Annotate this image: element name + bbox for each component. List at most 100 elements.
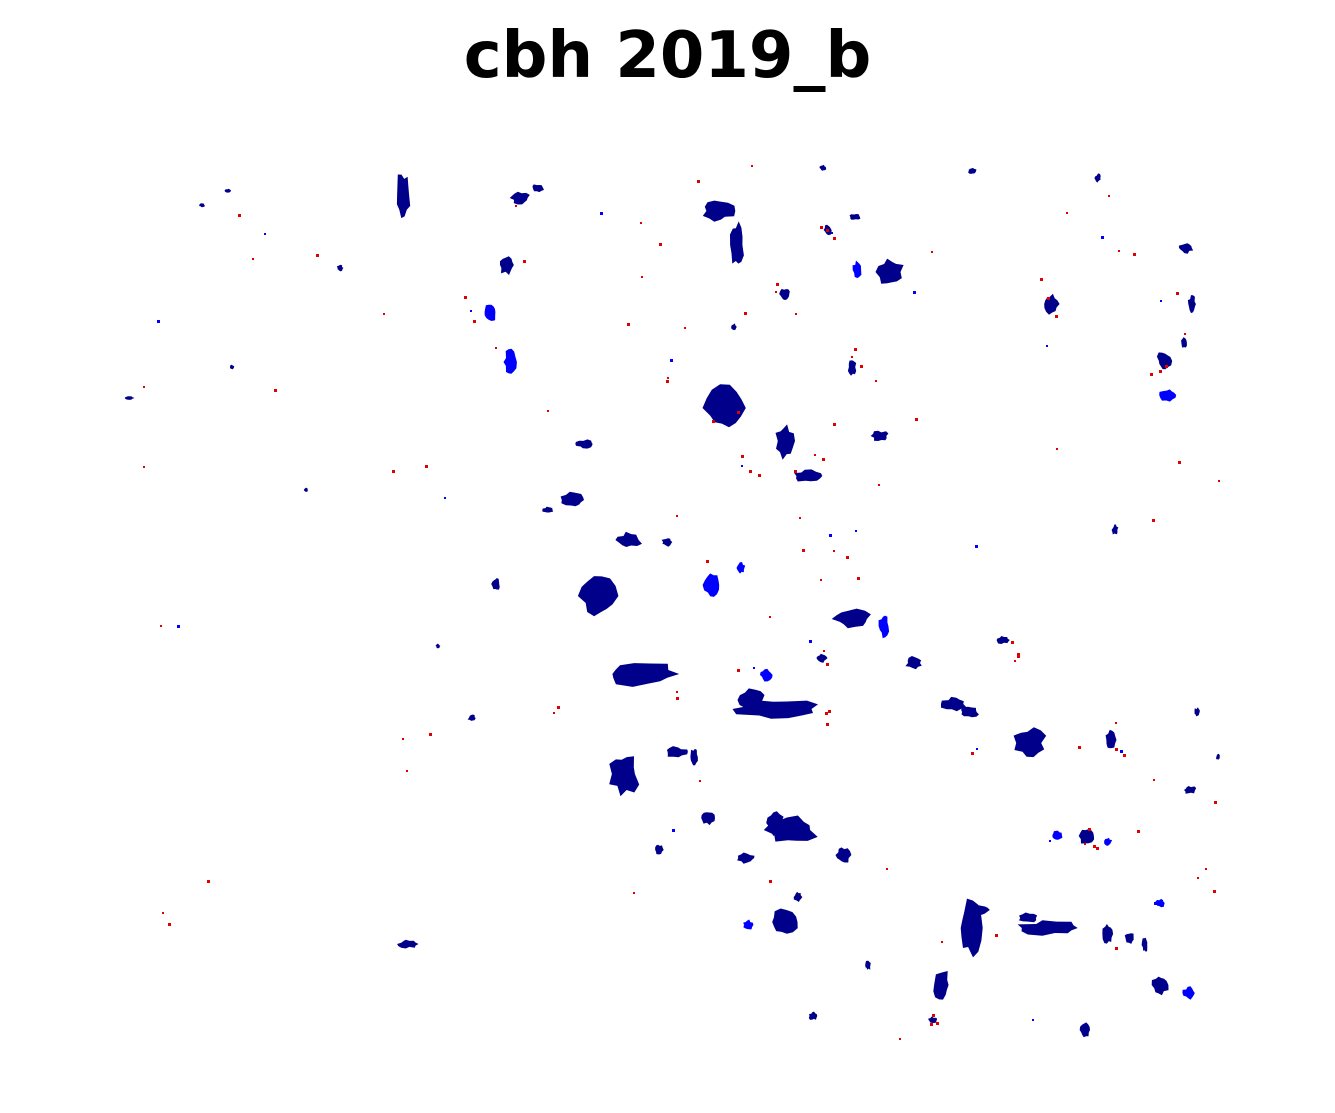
raster-patch — [484, 304, 496, 321]
raster-speckle — [1213, 890, 1216, 893]
raster-patch — [870, 430, 889, 441]
raster-patch — [661, 538, 673, 547]
raster-patch — [819, 164, 827, 171]
raster-speckle — [666, 380, 669, 383]
raster-patch — [124, 396, 135, 400]
raster-speckle — [667, 377, 669, 379]
raster-speckle — [1205, 868, 1207, 870]
raster-speckle — [860, 365, 863, 368]
raster-patch — [224, 188, 231, 193]
raster-speckle — [1093, 845, 1096, 848]
raster-speckle — [177, 625, 180, 628]
raster-speckle — [1153, 779, 1155, 781]
raster-speckle — [1047, 297, 1050, 300]
raster-patch — [808, 1011, 818, 1020]
raster-speckle — [1160, 300, 1162, 302]
raster-speckle — [676, 697, 679, 700]
raster-patch — [397, 939, 419, 949]
raster-patch — [835, 847, 852, 863]
raster-speckle — [769, 616, 771, 618]
raster-speckle — [672, 829, 675, 832]
raster-patch — [655, 844, 664, 855]
raster-patch — [775, 424, 795, 460]
raster-patch — [928, 1016, 938, 1023]
raster-speckle — [802, 549, 805, 552]
raster-patch — [849, 214, 861, 220]
raster-speckle — [429, 733, 432, 736]
raster-speckle — [799, 517, 801, 519]
raster-speckle — [1078, 746, 1081, 749]
raster-speckle — [425, 465, 428, 468]
raster-speckle — [1084, 843, 1086, 845]
raster-patch — [996, 636, 1010, 644]
raster-patch — [1156, 352, 1173, 370]
raster-speckle — [706, 560, 709, 563]
raster-patch — [1094, 173, 1101, 183]
raster-patch — [666, 746, 688, 758]
raster-patch — [961, 706, 979, 718]
raster-patch — [1159, 389, 1177, 402]
raster-patch — [500, 256, 514, 275]
raster-patch — [1052, 830, 1063, 840]
raster-speckle — [822, 458, 825, 461]
raster-speckle — [751, 165, 753, 167]
raster-speckle — [1150, 373, 1153, 376]
raster-patch — [852, 260, 862, 278]
raster-patch — [609, 756, 640, 797]
raster-patch — [730, 221, 744, 264]
raster-patch — [941, 696, 967, 712]
raster-speckle — [825, 712, 828, 715]
raster-speckle — [162, 912, 164, 914]
raster-speckle — [1159, 370, 1162, 373]
raster-speckle — [775, 291, 777, 293]
raster-speckle — [1197, 877, 1199, 879]
raster-patch — [509, 191, 530, 205]
raster-speckle — [600, 212, 603, 215]
raster-speckle — [1184, 333, 1186, 335]
raster-speckle — [1115, 722, 1117, 724]
raster-speckle — [995, 934, 998, 937]
raster-speckle — [444, 497, 446, 499]
raster-speckle — [1040, 278, 1043, 281]
raster-speckle — [823, 650, 825, 652]
raster-speckle — [971, 752, 974, 755]
raster-speckle — [833, 423, 836, 426]
raster-speckle — [826, 229, 829, 232]
raster-patch — [1044, 293, 1060, 315]
raster-patch — [743, 919, 754, 930]
raster-speckle — [854, 348, 857, 351]
raster-patch — [1178, 243, 1194, 254]
raster-speckle — [712, 420, 715, 423]
raster-patch — [435, 643, 441, 649]
raster-speckle — [737, 669, 740, 672]
raster-patch — [491, 578, 500, 590]
raster-speckle — [851, 356, 853, 358]
raster-patch — [766, 811, 784, 836]
raster-patch — [1019, 912, 1038, 923]
raster-patch — [1013, 727, 1047, 758]
raster-speckle — [833, 550, 835, 552]
raster-speckle — [157, 320, 160, 323]
raster-speckle — [846, 556, 849, 559]
raster-speckle — [1154, 902, 1157, 905]
raster-speckle — [749, 470, 752, 473]
raster-patch — [229, 364, 235, 370]
raster-speckle — [1118, 250, 1120, 252]
raster-patch — [1184, 786, 1197, 794]
raster-speckle — [316, 254, 319, 257]
raster-speckle — [1178, 461, 1181, 464]
raster-patch — [1187, 295, 1196, 314]
map-title: cbh 2019_b — [463, 19, 872, 93]
raster-speckle — [143, 466, 145, 468]
raster-speckle — [930, 1023, 933, 1026]
raster-speckle — [1152, 519, 1155, 522]
raster-patch — [865, 960, 871, 970]
raster-patch — [532, 184, 544, 193]
raster-speckle — [264, 233, 266, 235]
raster-speckle — [1101, 236, 1104, 239]
raster-patch — [702, 200, 736, 222]
raster-speckle — [633, 892, 635, 894]
raster-speckle — [160, 625, 162, 627]
raster-speckle — [383, 313, 385, 315]
